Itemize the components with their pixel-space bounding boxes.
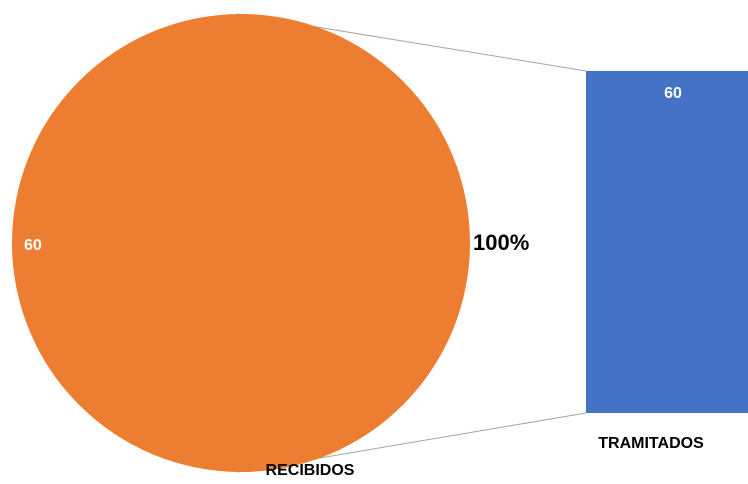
bar-category-label: TRAMITADOS: [598, 435, 704, 452]
bar-data-label: 60: [664, 85, 682, 102]
pie-percent-label: 100%: [473, 230, 529, 255]
pie-category-label: RECIBIDOS: [266, 462, 355, 479]
pie-slice-recibidos: [12, 14, 470, 472]
pie-data-label: 60: [24, 237, 42, 254]
bar-segment-tramitados: [586, 71, 748, 413]
